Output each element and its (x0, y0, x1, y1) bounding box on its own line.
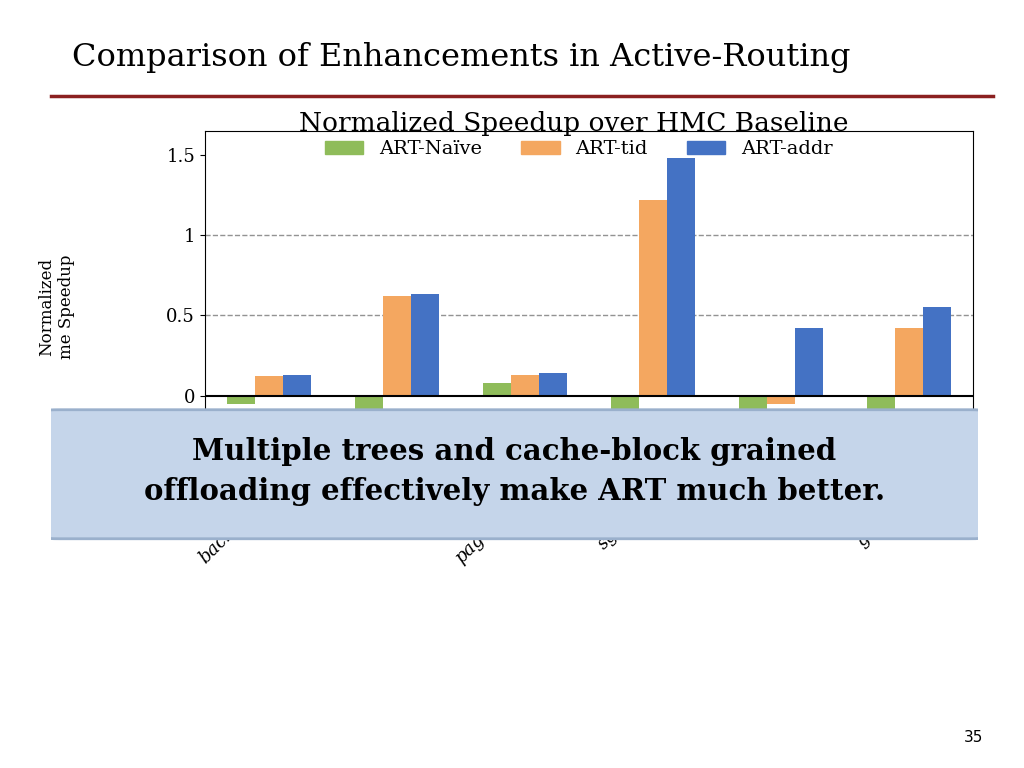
Bar (866, 396, 895, 415)
FancyBboxPatch shape (33, 410, 996, 539)
Text: Comparison of Enhancements in Active-Routing: Comparison of Enhancements in Active-Rou… (72, 42, 850, 73)
Text: Normalized Speedup over HMC Baseline: Normalized Speedup over HMC Baseline (299, 111, 848, 137)
Bar (539, 373, 567, 396)
Legend: ART-Naïve, ART-tid, ART-addr: ART-Naïve, ART-tid, ART-addr (316, 133, 841, 166)
Bar (411, 294, 439, 396)
Bar (667, 158, 695, 396)
Bar (610, 396, 639, 441)
Bar (895, 328, 923, 396)
Text: Normalized
me Speedup: Normalized me Speedup (38, 255, 75, 359)
Bar (923, 307, 951, 396)
Bar (482, 382, 511, 396)
Bar (639, 200, 667, 396)
Bar (795, 328, 823, 396)
Bar (255, 376, 283, 396)
Bar (767, 396, 795, 403)
Bar (738, 396, 767, 431)
Text: Multiple trees and cache-block grained
offloading effectively make ART much bett: Multiple trees and cache-block grained o… (144, 437, 885, 506)
Bar (226, 396, 255, 403)
Bar (383, 296, 411, 396)
Bar (511, 375, 539, 396)
Text: 35: 35 (964, 730, 983, 745)
Bar (354, 396, 383, 419)
Bar (283, 375, 311, 396)
